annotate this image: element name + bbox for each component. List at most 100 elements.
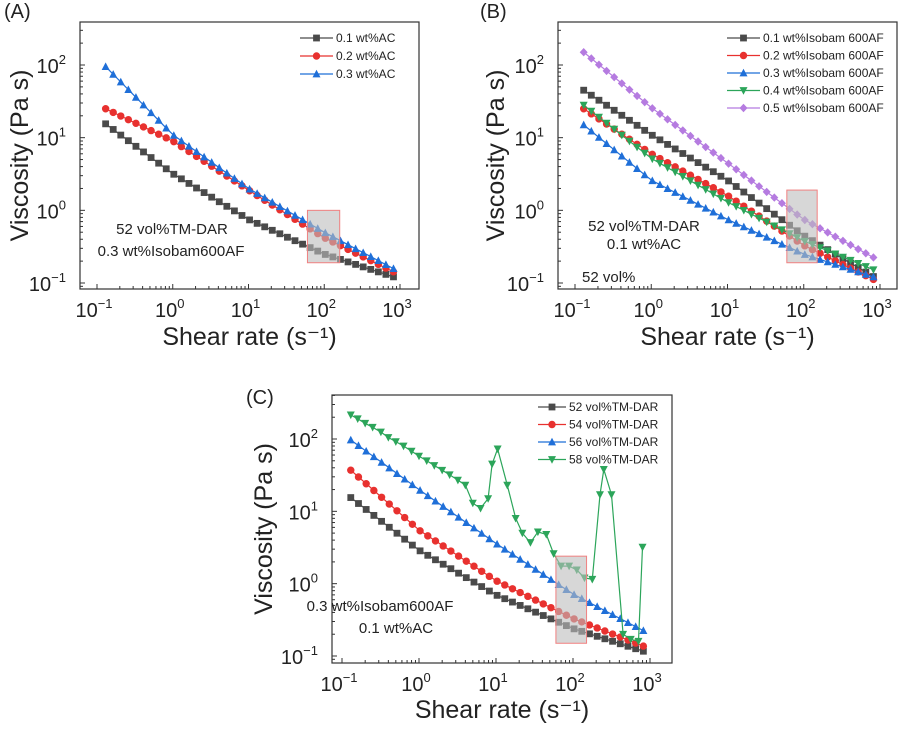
data-point: [732, 219, 741, 227]
data-point: [625, 85, 634, 94]
series-0-3-wt-isobam-600af: [579, 120, 878, 281]
y-tick-label: 101: [289, 498, 318, 524]
data-point: [823, 257, 832, 266]
data-point: [253, 219, 261, 227]
data-point: [854, 267, 863, 276]
data-point: [610, 125, 619, 134]
data-point: [101, 105, 110, 113]
data-point: [694, 181, 703, 190]
data-point: [362, 446, 371, 455]
data-point: [625, 137, 634, 146]
data-point: [416, 547, 424, 555]
data-point: [585, 598, 594, 606]
data-point: [686, 196, 695, 204]
data-point: [638, 543, 647, 552]
data-point: [147, 126, 155, 135]
data-point: [686, 171, 695, 179]
x-tick-label: 10−1: [553, 296, 590, 322]
x-tick-label: 103: [382, 296, 411, 322]
data-point: [283, 206, 292, 215]
data-point: [162, 123, 171, 132]
series-0-1-wt-ac: [102, 120, 397, 281]
data-point: [709, 148, 718, 157]
data-point: [593, 602, 602, 610]
data-point: [755, 182, 764, 191]
legend: 0.1 wt%Isobam 600AF 0.2 wt%Isobam 600AF 0.…: [727, 31, 884, 115]
data-point: [816, 255, 825, 263]
data-point: [631, 622, 640, 631]
data-point: [854, 244, 863, 254]
x-tick-label: 101: [710, 296, 739, 322]
highlight-region: [786, 189, 818, 264]
data-point: [678, 126, 687, 135]
data-point: [663, 115, 672, 124]
data-point: [633, 121, 641, 129]
data-point: [626, 635, 635, 644]
data-point: [547, 603, 555, 612]
data-point: [778, 216, 786, 224]
data-point: [439, 560, 447, 568]
data-point: [101, 62, 110, 71]
data-point: [623, 618, 632, 626]
data-point: [147, 154, 155, 161]
data-point: [607, 491, 616, 499]
data-point: [231, 207, 238, 215]
data-point: [469, 523, 478, 532]
data-point: [185, 180, 193, 187]
data-point: [740, 188, 748, 196]
data-point: [639, 626, 648, 635]
x-tick-label: 100: [634, 296, 663, 322]
data-point: [617, 151, 626, 160]
data-point: [268, 197, 277, 206]
data-point: [671, 168, 680, 177]
data-point: [593, 632, 601, 640]
data-point: [154, 116, 163, 124]
data-point: [656, 136, 664, 144]
data-point: [162, 165, 170, 173]
data-point: [399, 442, 408, 451]
data-point: [381, 260, 390, 268]
data-point: [484, 495, 493, 503]
data-point: [438, 466, 447, 475]
data-point: [610, 72, 619, 82]
data-point: [344, 240, 353, 249]
data-point: [446, 507, 455, 516]
legend-marker: [548, 456, 556, 464]
data-point: [616, 640, 624, 648]
data-point: [639, 642, 648, 650]
data-point: [524, 592, 532, 601]
data-point: [625, 158, 634, 166]
legend: 0.1 wt%AC 0.2 wt%AC 0.3 wt%AC: [300, 31, 396, 81]
legend: 52 vol%TM-DAR 54 vol%TM-DAR 56 vol%TM-DAR 5…: [538, 400, 659, 467]
data-point: [131, 93, 140, 101]
legend-marker: [548, 403, 556, 411]
data-point: [531, 596, 540, 604]
data-point: [493, 591, 501, 599]
data-point: [389, 264, 398, 272]
data-point: [192, 147, 201, 155]
data-point: [284, 233, 291, 241]
data-point: [640, 149, 649, 158]
data-point: [823, 228, 832, 237]
data-point: [648, 155, 657, 164]
data-point: [493, 539, 502, 548]
data-point: [215, 163, 224, 172]
data-point: [117, 112, 125, 120]
data-point: [477, 567, 486, 575]
data-point: [132, 119, 140, 128]
legend-marker: [739, 68, 748, 77]
data-point: [377, 458, 386, 466]
plot-frame: [331, 394, 673, 664]
data-point: [359, 263, 367, 271]
data-point: [470, 562, 478, 570]
data-point: [594, 60, 603, 69]
data-point: [679, 167, 687, 175]
data-point: [846, 240, 855, 250]
data-point: [445, 471, 454, 479]
data-point: [253, 189, 262, 197]
data-point: [526, 539, 535, 547]
y-tick-label: 101: [37, 125, 66, 151]
data-point: [503, 481, 512, 490]
data-point: [139, 100, 148, 109]
